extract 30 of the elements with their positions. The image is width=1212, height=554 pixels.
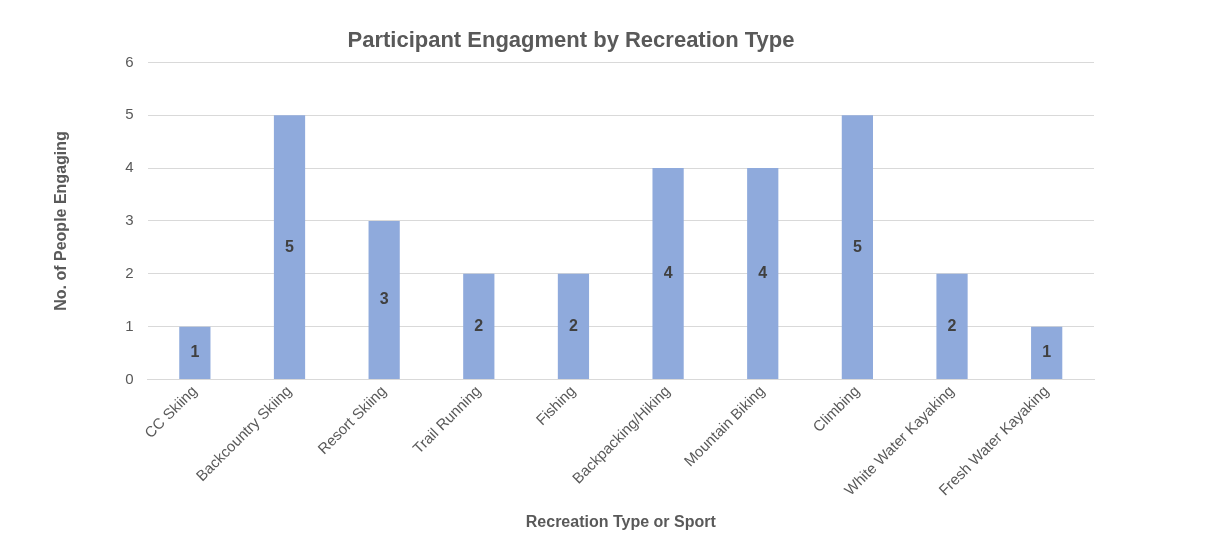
data-label: 1 xyxy=(1042,343,1052,361)
data-label: 2 xyxy=(569,316,578,334)
y-tick-label: 5 xyxy=(125,105,134,123)
y-tick-label: 3 xyxy=(125,211,134,229)
bar xyxy=(179,326,211,380)
data-label: 4 xyxy=(758,263,768,281)
bar xyxy=(747,168,779,380)
data-label: 2 xyxy=(474,316,484,334)
x-axis-title: Recreation Type or Sport xyxy=(525,512,717,530)
data-label: 5 xyxy=(285,237,295,255)
bar xyxy=(273,115,306,380)
chart-title: Participant Engagment by Recreation Type xyxy=(347,27,795,53)
data-label: 2 xyxy=(947,316,957,334)
bar xyxy=(1031,326,1063,380)
y-tick-label: 6 xyxy=(125,52,134,70)
y-axis-title: No. of People Engaging xyxy=(52,131,70,311)
data-label: 5 xyxy=(852,237,862,255)
bar xyxy=(557,273,590,380)
y-tick-label: 2 xyxy=(125,263,134,281)
bar xyxy=(936,273,968,380)
y-tick-label: 0 xyxy=(125,369,134,387)
data-label: 3 xyxy=(379,290,389,308)
bar xyxy=(841,115,873,380)
y-tick-label: 4 xyxy=(125,158,134,176)
data-label: 4 xyxy=(663,263,673,281)
bar xyxy=(368,220,400,380)
y-tick-label: 1 xyxy=(125,316,134,334)
bar xyxy=(652,168,684,380)
data-label: 1 xyxy=(190,343,200,361)
bar xyxy=(463,273,495,380)
